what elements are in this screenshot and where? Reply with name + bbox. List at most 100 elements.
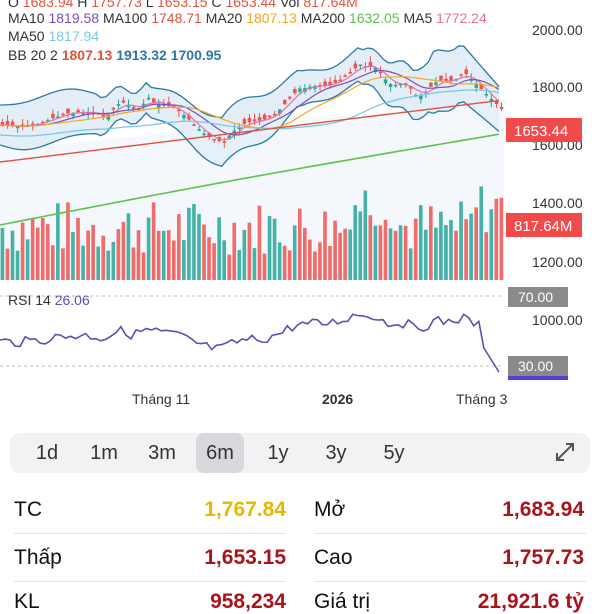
volume-bar [141, 252, 146, 280]
volume-bar [232, 222, 237, 280]
low-value: 1,653.15 [204, 546, 286, 569]
candle-body [156, 103, 161, 109]
candle-body [368, 61, 373, 67]
volume-bar [96, 246, 100, 280]
candle-body [257, 117, 262, 121]
bollinger-band-fill [0, 45, 504, 280]
volume-bar [106, 250, 111, 280]
bb-mid-value: 1807.13 [61, 47, 113, 63]
candle-body [348, 71, 353, 74]
bollinger-band-area [0, 45, 499, 167]
kl-value: 958,234 [210, 590, 286, 613]
candle-body [106, 114, 111, 120]
candle-body [464, 69, 468, 74]
rsi-70-tag-label: 70.00 [518, 289, 553, 305]
volume-bar [499, 197, 504, 280]
ohlc-vol-value: 817.64M [303, 0, 358, 10]
candle-body [46, 120, 50, 122]
volume-bars [0, 186, 504, 280]
ma200-label: MA200 [300, 10, 346, 26]
candle-body [343, 75, 348, 77]
divider [314, 533, 586, 534]
volume-bar [76, 218, 80, 280]
volume-bar [177, 214, 181, 280]
ma20-value: 1807.13 [246, 10, 297, 26]
volume-bar [237, 250, 242, 280]
low-label: Thấp [14, 546, 62, 569]
candle-body [484, 94, 489, 96]
volume-bar [30, 218, 35, 280]
candle-body [131, 106, 136, 109]
range-button-1d[interactable]: 1d [35, 442, 59, 464]
volume-bar [277, 242, 282, 280]
volume-bar [474, 207, 478, 280]
axis-labels: 2000.001800.001600.001400.001200.001000.… [132, 22, 583, 407]
range-button-6m[interactable]: 6m [196, 433, 244, 473]
candle-body [51, 113, 55, 119]
candle-body [116, 104, 121, 106]
volume-bar [444, 225, 448, 280]
gt-value: 21,921.6 tỷ [477, 590, 584, 613]
candle-body [272, 113, 277, 116]
volume-bar [207, 237, 211, 280]
volume-bar [146, 217, 151, 280]
ma100-label: MA100 [102, 10, 148, 26]
ohlc-c-label: C [211, 0, 222, 10]
candle-body [489, 99, 494, 102]
range-button-1y[interactable]: 1y [267, 442, 289, 464]
volume-bar [166, 230, 171, 280]
expand-icon[interactable] [554, 441, 576, 469]
candle-body [30, 123, 35, 126]
candle-body [5, 120, 10, 126]
bollinger-band-shade [0, 100, 504, 280]
rsi-30-tag-label: 30.00 [518, 358, 553, 374]
open-value: 1,683.94 [502, 498, 584, 521]
candle-body [232, 130, 237, 134]
candle-body [282, 99, 287, 105]
range-button-1m[interactable]: 1m [90, 442, 118, 464]
volume-bar [40, 218, 45, 280]
price-chart[interactable]: 2000.001800.001600.001400.001200.001000.… [0, 0, 600, 420]
candle-body [323, 81, 327, 86]
candle-body [121, 100, 126, 103]
candle-body [353, 63, 358, 69]
volume-bar [187, 207, 191, 280]
candle-body [444, 78, 448, 81]
rsi-current-marker [508, 376, 568, 380]
candle-body [207, 132, 211, 137]
candle-body [373, 67, 378, 72]
range-button-5y[interactable]: 5y [383, 442, 405, 464]
range-selector: 1d 1m 3m 6m 1y 3y 5y [10, 433, 590, 473]
volume-tag-label: 817.64M [514, 218, 572, 235]
volume-bar [252, 248, 257, 280]
range-button-3y[interactable]: 3y [325, 442, 347, 464]
rsi-label: RSI 14 [8, 292, 51, 308]
candle-body [111, 107, 116, 110]
volume-bar [343, 228, 347, 280]
ma50-value: 1817.94 [48, 28, 100, 44]
volume-bar [287, 250, 292, 280]
volume-bar [171, 240, 176, 280]
candle-body [378, 71, 383, 74]
candle-body [252, 119, 257, 122]
price-axis-label: 1400.00 [532, 195, 583, 211]
volume-bar [71, 231, 75, 280]
rsi-info-row: RSI 14 26.06 [8, 292, 90, 308]
high-label: Cao [314, 546, 353, 569]
price-tag-box [506, 118, 582, 142]
candle-body [398, 83, 403, 86]
range-button-3m[interactable]: 3m [148, 442, 176, 464]
volume-bar [413, 218, 418, 280]
ma5-label: MA5 [403, 10, 433, 26]
ma-info-row-2: MA50 1817.94 [8, 28, 99, 44]
volume-bar [257, 205, 262, 280]
volume-bar [56, 203, 60, 280]
bb-info-row: BB 20 2 1807.13 1913.32 1700.95 [8, 47, 221, 63]
volume-bar [20, 222, 25, 280]
rsi-value: 26.06 [54, 292, 90, 308]
divider [14, 581, 286, 582]
candle-body [388, 83, 393, 87]
candle-body [227, 135, 232, 140]
volume-bar [454, 230, 458, 280]
candle-body [288, 96, 292, 99]
